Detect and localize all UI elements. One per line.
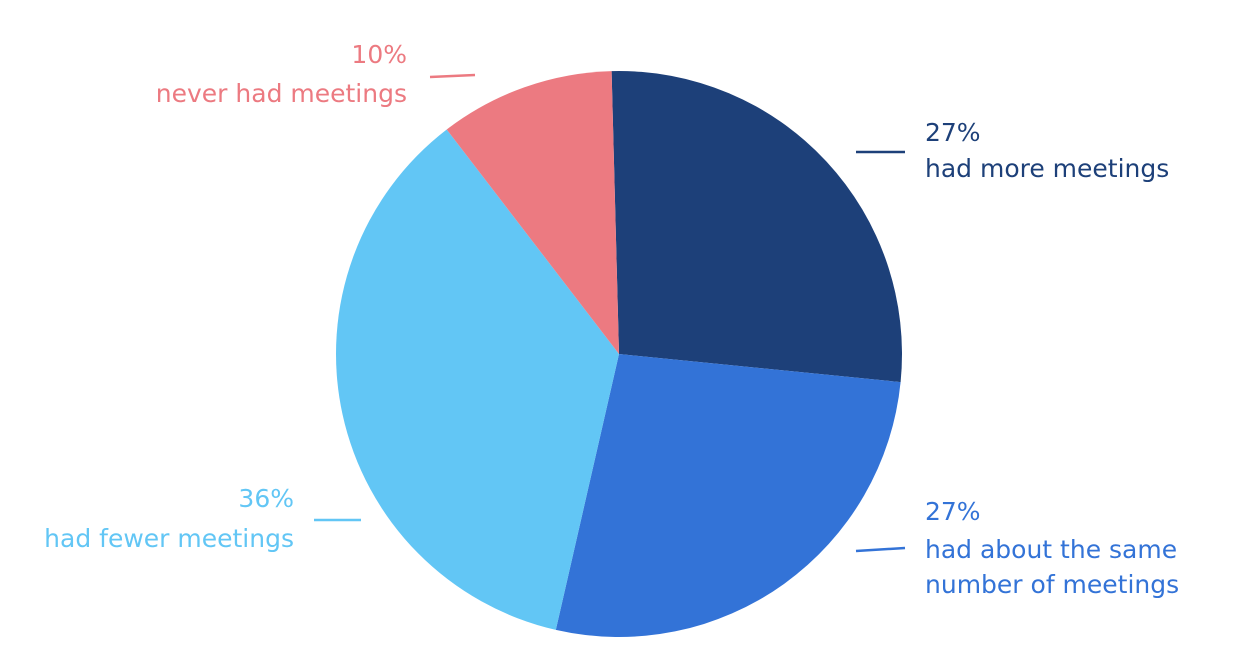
pie-slice-never [446,71,619,354]
category-label-never: never had meetings [156,79,407,108]
percent-label-never: 10% [351,40,407,69]
slice-label-group-never: 10% never had meetings [156,40,476,108]
slice-label-group-fewer: 36% had fewer meetings [44,484,361,553]
slice-label-group-more: 27% had more meetings [856,118,1169,183]
leader-line-same [855,546,906,553]
leader-line-never [429,73,476,79]
category-label-fewer: had fewer meetings [44,524,294,553]
percent-label-same: 27% [925,497,981,526]
category-label-more: had more meetings [925,154,1169,183]
category-label-same-line2: number of meetings [925,570,1179,599]
slice-label-group-same: 27% had about the same number of meeting… [855,497,1179,599]
percent-label-more: 27% [925,118,981,147]
pie-slice-same [555,354,901,638]
percent-label-fewer: 36% [238,484,294,513]
pie-slice-more [611,71,902,383]
category-label-same-line1: had about the same [925,535,1177,564]
pie-slices [336,71,902,638]
pie-slice-fewer [336,129,619,630]
